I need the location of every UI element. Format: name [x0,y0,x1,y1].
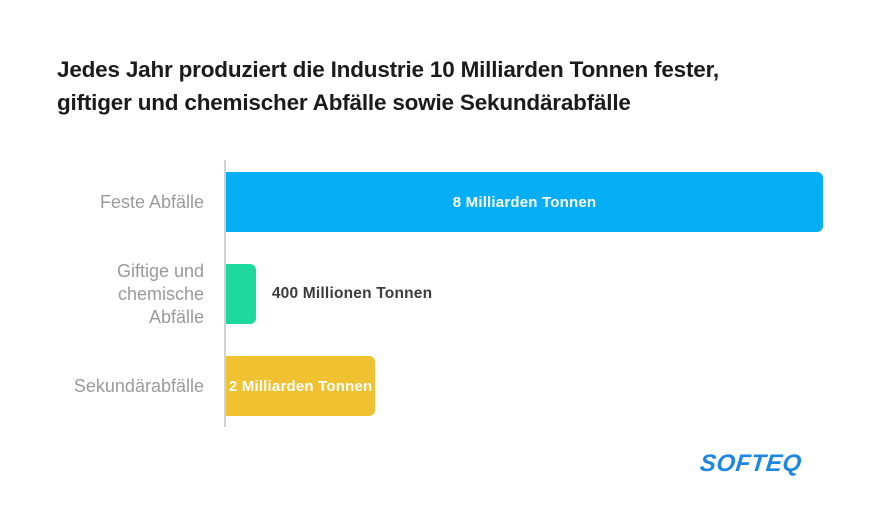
category-label-sekundaerabfaelle: Sekundärabfälle [73,375,204,396]
y-axis-line [224,160,226,427]
chart-row-giftige-chemische-abfaelle: Giftige und chemische Abfälle 400 Millio… [0,261,878,327]
chart-row-sekundaerabfaelle: Sekundärabfälle 2 Milliarden Tonnen [0,356,878,416]
bar-track: 8 Milliarden Tonnen [226,172,823,232]
bar-track: 400 Millionen Tonnen [226,264,823,324]
bar-chart: Feste Abfälle 8 Milliarden Tonnen Giftig… [0,172,878,416]
softeq-logo: SOFTEQ [698,450,804,477]
bar-giftige-chemische-abfaelle [226,264,256,324]
chart-title-line1: Jedes Jahr produziert die Industrie 10 M… [57,57,719,82]
bar-value-label-feste-abfaelle: 8 Milliarden Tonnen [452,193,597,211]
category-label-giftige-chemische-abfaelle: Giftige und chemische Abfälle [116,260,204,327]
bar-value-label-giftige-chemische-abfaelle: 400 Millionen Tonnen [271,285,433,302]
category-label-feste-abfaelle: Feste Abfälle [99,191,204,212]
chart-title-line2: giftiger und chemischer Abfälle sowie Se… [57,90,631,115]
bar-track: 2 Milliarden Tonnen [226,356,823,416]
chart-row-feste-abfaelle: Feste Abfälle 8 Milliarden Tonnen [0,172,878,232]
bar-sekundaerabfaelle: 2 Milliarden Tonnen [226,356,376,416]
chart-title: Jedes Jahr produziert die Industrie 10 M… [57,53,719,119]
bar-feste-abfaelle: 8 Milliarden Tonnen [226,172,823,232]
bar-value-label-sekundaerabfaelle: 2 Milliarden Tonnen [228,377,373,395]
